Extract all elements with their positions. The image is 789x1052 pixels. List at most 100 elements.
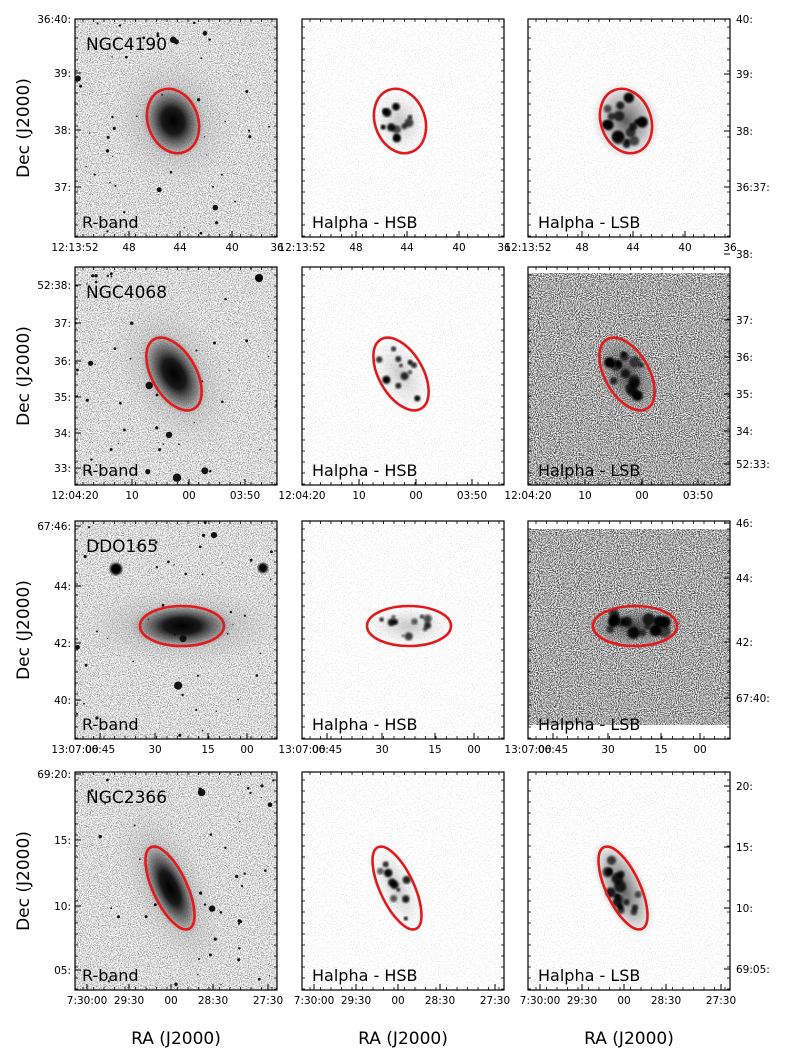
- star: [212, 204, 219, 211]
- star: [136, 546, 138, 549]
- star: [145, 381, 153, 390]
- hii-knot: [613, 893, 621, 900]
- star: [248, 129, 251, 132]
- hii-knot: [608, 616, 619, 628]
- hii-knot: [623, 92, 635, 104]
- hii-knot: [629, 122, 638, 131]
- emission-glow: [578, 602, 692, 650]
- aperture-ellipse: [372, 336, 430, 412]
- star: [212, 185, 214, 188]
- star: [91, 274, 95, 278]
- star: [248, 135, 252, 139]
- star: [109, 272, 113, 276]
- ra-tick-label: 06:45: [85, 744, 115, 756]
- star: [249, 791, 252, 795]
- panel-image: [302, 772, 504, 990]
- star: [167, 560, 170, 564]
- hii-knot: [638, 362, 644, 368]
- star: [245, 90, 249, 93]
- ra-tick-label: 00: [467, 744, 480, 756]
- x-axis-title: RA (J2000): [584, 1029, 674, 1049]
- star: [75, 644, 80, 650]
- ra-tick-label: 12:13:52: [278, 242, 325, 254]
- star: [123, 211, 126, 214]
- star: [228, 369, 230, 371]
- star: [196, 98, 201, 102]
- panel-label: Halpha - HSB: [312, 715, 418, 734]
- dec-tick-label: 52:33:: [736, 459, 770, 471]
- dec-tick-label: 67:46:: [37, 521, 71, 533]
- star: [203, 903, 207, 906]
- ra-tick-label: 28:30: [651, 995, 681, 1007]
- star: [107, 637, 109, 640]
- star: [105, 149, 110, 153]
- panel-frame: [527, 266, 731, 486]
- star: [192, 21, 196, 25]
- dec-tick-label: 37:: [54, 318, 71, 330]
- star: [130, 321, 134, 325]
- star: [88, 132, 91, 134]
- dec-tick-label: 10:: [736, 903, 753, 915]
- hii-knot: [634, 891, 642, 898]
- ra-tick-label: 12:04:20: [51, 490, 98, 502]
- dec-tick-label: 36:37:: [736, 182, 770, 194]
- hii-knot: [606, 855, 617, 865]
- hii-knot: [629, 356, 641, 368]
- hii-knot: [392, 102, 400, 111]
- hii-knot: [620, 369, 630, 379]
- hii-knot: [423, 614, 432, 623]
- star: [118, 24, 122, 27]
- star: [76, 368, 79, 372]
- star: [224, 846, 227, 849]
- star: [203, 521, 207, 524]
- panel-r1-c2: 12:04:20 10 00 03:50 Halpha - LSB 38: 37: 36: 35…: [504, 249, 769, 502]
- hii-knot: [613, 110, 625, 122]
- star: [109, 181, 111, 184]
- ra-tick-label: 00: [409, 490, 422, 502]
- hii-knot: [424, 621, 432, 629]
- dec-tick-label: 40:: [736, 14, 753, 26]
- ra-tick-label: 12:04:20: [278, 490, 325, 502]
- star: [220, 984, 222, 986]
- star: [179, 635, 187, 643]
- star: [84, 663, 88, 667]
- panel-image: [528, 19, 730, 237]
- star: [96, 22, 99, 25]
- panel-r0-c0: 12:13:52 48 44 40 36 R-band NGC4190 36:40: 39: 38…: [37, 14, 284, 254]
- aperture-ellipse: [372, 87, 428, 155]
- hii-knot: [377, 867, 384, 875]
- hii-knot: [623, 898, 630, 906]
- ra-tick-label: 40: [452, 242, 465, 254]
- star: [86, 283, 88, 285]
- star: [232, 624, 234, 626]
- dec-tick-label: 38:: [736, 126, 753, 138]
- panel-image: [528, 267, 730, 485]
- star: [208, 953, 212, 957]
- star: [158, 448, 162, 452]
- hii-knot: [402, 875, 411, 884]
- star: [221, 400, 224, 404]
- star: [201, 573, 204, 576]
- star: [147, 618, 149, 620]
- star: [201, 467, 209, 475]
- hii-knot: [390, 895, 398, 903]
- star: [226, 632, 229, 635]
- panel-frame: [74, 520, 278, 740]
- ra-tick-label: 7:30:00: [67, 995, 107, 1007]
- star: [241, 884, 244, 888]
- star: [117, 915, 120, 919]
- panel-image: [75, 19, 277, 237]
- hii-knot: [617, 903, 624, 910]
- text-layer: Dec (J2000) Dec (J2000) Dec (J2000) Dec …: [14, 78, 674, 1049]
- star: [174, 681, 183, 690]
- star: [94, 274, 98, 278]
- panel-image: [302, 521, 504, 739]
- dec-tick-label: 69:20:: [37, 769, 71, 781]
- star: [113, 347, 117, 350]
- aperture-ellipse: [597, 845, 649, 931]
- star: [238, 922, 241, 925]
- star: [119, 401, 122, 405]
- panel-label: Halpha - LSB: [538, 461, 640, 480]
- y-axis-title: Dec (J2000): [14, 580, 34, 680]
- star: [111, 56, 113, 58]
